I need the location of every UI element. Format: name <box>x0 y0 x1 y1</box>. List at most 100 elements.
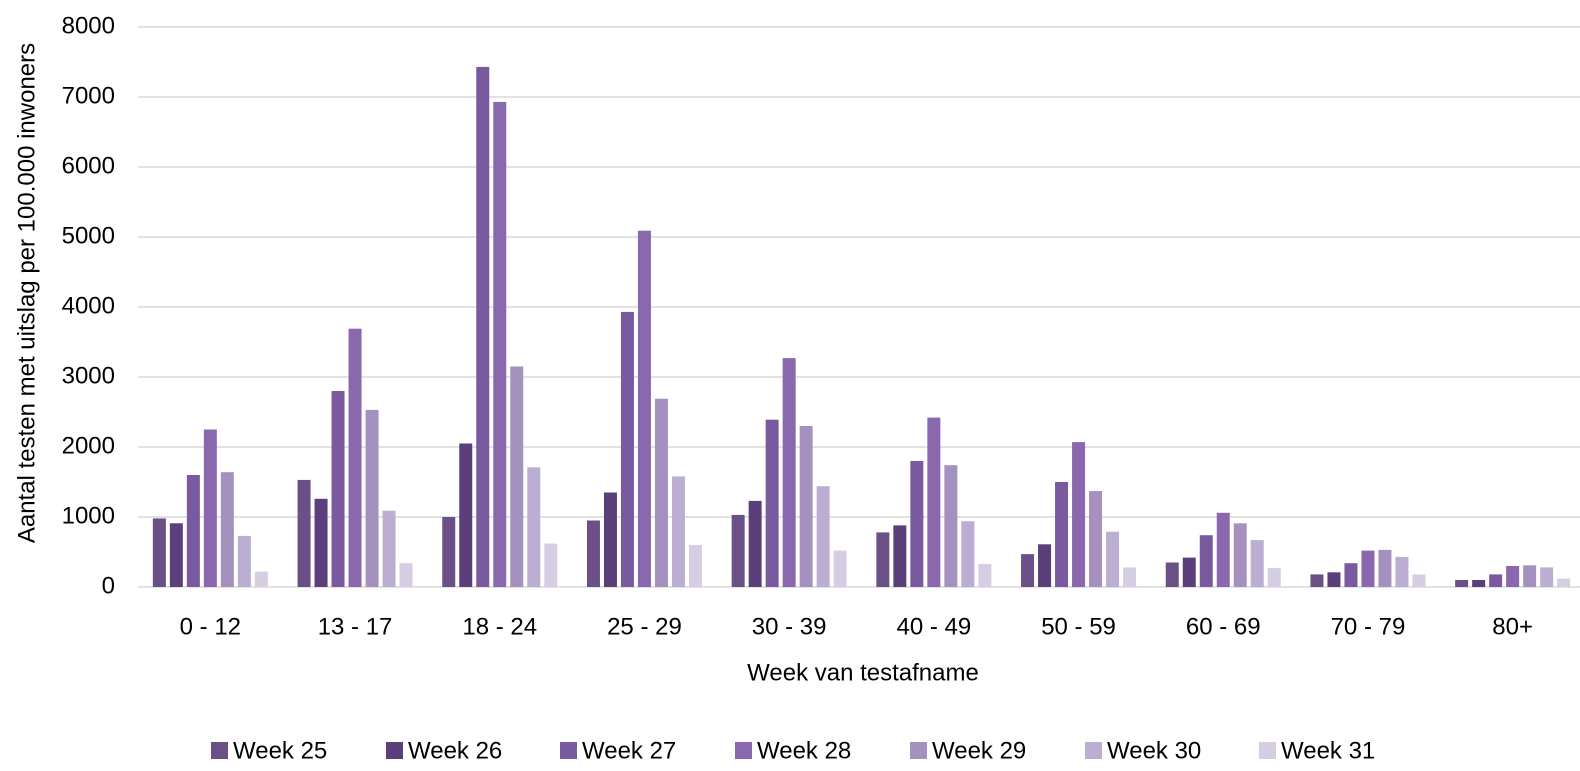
bar <box>910 461 924 587</box>
bar <box>586 520 600 587</box>
bar <box>961 521 975 587</box>
x-tick-label: 60 - 69 <box>1186 613 1261 640</box>
y-tick-label: 0 <box>102 572 115 599</box>
y-tick-label: 3000 <box>62 362 115 389</box>
x-axis-title: Week van testafname <box>747 659 979 686</box>
bar <box>1412 574 1426 587</box>
bar <box>1327 572 1341 587</box>
legend-label: Week 31 <box>1281 737 1375 764</box>
bar <box>1344 563 1358 587</box>
bar <box>544 543 558 587</box>
bar <box>731 514 745 587</box>
bar <box>527 467 541 587</box>
bar <box>493 101 507 588</box>
bar <box>833 550 847 587</box>
bar <box>893 525 907 587</box>
x-tick-label: 30 - 39 <box>752 613 827 640</box>
bar <box>169 523 183 587</box>
x-tick-label: 25 - 29 <box>607 613 682 640</box>
bar <box>1233 523 1247 587</box>
bar <box>254 571 268 587</box>
bar <box>637 230 651 587</box>
y-tick-label: 4000 <box>62 292 115 319</box>
y-tick-label: 6000 <box>62 152 115 179</box>
bar <box>314 498 328 587</box>
x-tick-label: 13 - 17 <box>318 613 393 640</box>
bar <box>1489 574 1503 587</box>
legend-swatch <box>1259 742 1276 759</box>
bar <box>1310 574 1324 587</box>
bar <box>944 465 958 587</box>
y-tick-label: 1000 <box>62 502 115 529</box>
legend-swatch <box>211 742 228 759</box>
legend-label: Week 27 <box>582 737 676 764</box>
bar <box>1216 512 1230 587</box>
x-tick-label: 70 - 79 <box>1331 613 1406 640</box>
legend-label: Week 25 <box>233 737 327 764</box>
bar <box>1378 549 1392 587</box>
x-tick-label: 50 - 59 <box>1041 613 1116 640</box>
bar <box>459 443 473 587</box>
legend-swatch <box>910 742 927 759</box>
bar <box>1021 554 1035 587</box>
bar <box>1089 491 1103 587</box>
bar <box>365 409 379 587</box>
bar <box>1038 544 1052 587</box>
bar <box>782 358 796 587</box>
legend-swatch <box>1085 742 1102 759</box>
bar <box>1165 562 1179 587</box>
bar <box>297 479 311 587</box>
bar <box>1506 566 1520 587</box>
bar <box>1250 540 1264 587</box>
bar <box>382 510 396 587</box>
bar <box>1540 567 1554 587</box>
legend-label: Week 26 <box>408 737 502 764</box>
x-tick-label: 18 - 24 <box>462 613 537 640</box>
bar <box>152 518 166 587</box>
bar <box>748 500 762 587</box>
y-tick-label: 2000 <box>62 432 115 459</box>
bar <box>1472 580 1486 587</box>
bar <box>654 398 668 587</box>
bar <box>978 563 992 587</box>
bar <box>348 328 362 587</box>
bar <box>876 532 890 587</box>
bar <box>765 419 779 587</box>
bar <box>476 66 490 587</box>
bar <box>186 475 200 587</box>
bar <box>1123 567 1137 587</box>
bar <box>1199 535 1213 587</box>
bar <box>237 535 251 587</box>
bar <box>331 391 345 587</box>
y-tick-label: 8000 <box>62 12 115 39</box>
bar <box>799 426 813 587</box>
x-tick-label: 80+ <box>1492 613 1533 640</box>
y-tick-label: 7000 <box>62 82 115 109</box>
bar <box>1523 565 1537 587</box>
bar <box>1557 578 1571 587</box>
y-axis-title: Aantal testen met uitslag per 100.000 in… <box>13 43 40 543</box>
legend-label: Week 30 <box>1107 737 1201 764</box>
bar <box>1267 568 1281 587</box>
legend-swatch <box>735 742 752 759</box>
bar <box>442 517 456 587</box>
bar <box>1395 556 1409 587</box>
bar <box>510 366 524 587</box>
bar <box>220 472 234 587</box>
bar <box>399 563 413 587</box>
bar <box>1055 482 1069 587</box>
y-tick-label: 5000 <box>62 222 115 249</box>
x-tick-label: 40 - 49 <box>896 613 971 640</box>
bar <box>1072 442 1086 587</box>
legend-label: Week 28 <box>757 737 851 764</box>
legend-label: Week 29 <box>932 737 1026 764</box>
bar <box>927 417 941 587</box>
bar <box>1455 580 1469 587</box>
legend-swatch <box>560 742 577 759</box>
bar <box>1182 557 1196 587</box>
bar <box>671 476 685 587</box>
x-tick-label: 0 - 12 <box>180 613 241 640</box>
bar <box>620 311 634 587</box>
legend-swatch <box>386 742 403 759</box>
